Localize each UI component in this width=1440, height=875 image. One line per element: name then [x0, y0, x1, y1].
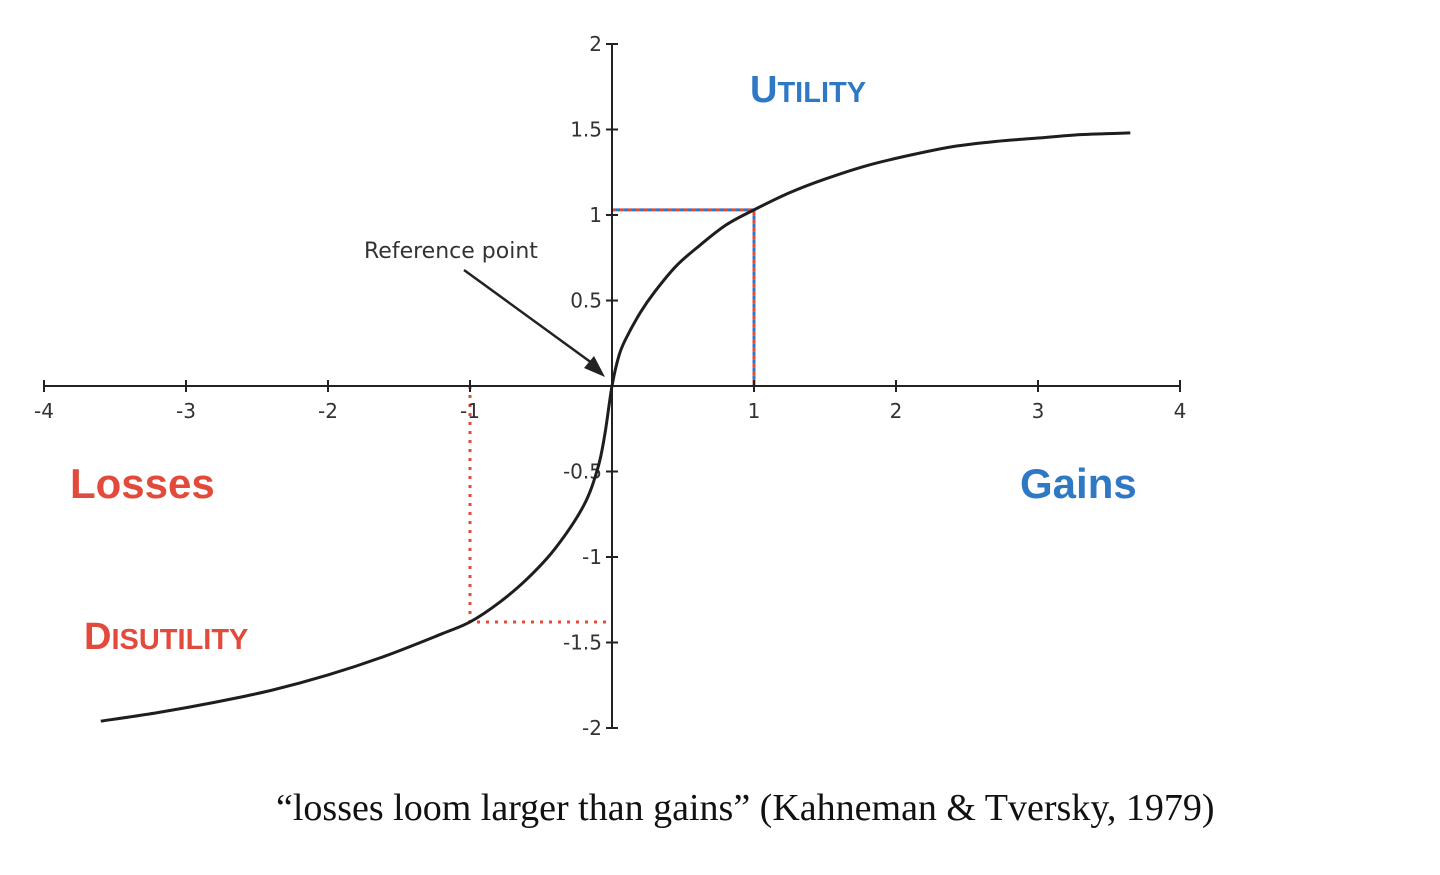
utility-label: UTILITY [750, 69, 866, 111]
x-tick-label: 3 [1032, 399, 1045, 423]
value-function-line [100, 131, 1131, 723]
reference-point-label: Reference point [364, 239, 538, 264]
loss-guide-line [468, 386, 612, 624]
y-tick-label: 0.5 [570, 289, 602, 313]
gain-guide-line [612, 208, 756, 386]
reference-arrow-line [463, 268, 597, 368]
y-tick-label: 1.5 [570, 118, 602, 142]
y-tick-label: -1 [582, 545, 602, 569]
reference-annotation: Reference point [364, 239, 605, 377]
x-tick-label: 4 [1174, 399, 1187, 423]
x-tick-label: -1 [460, 399, 480, 423]
losses-label: Losses [70, 460, 215, 507]
value-curve [100, 131, 1131, 723]
y-tick-label: -1.5 [563, 631, 602, 655]
citation-caption: “losses loom larger than gains” (Kahnema… [276, 787, 1215, 829]
gain-guide-line [612, 208, 756, 386]
x-tick-label: -2 [318, 399, 338, 423]
x-tick-label: 1 [748, 399, 761, 423]
disutility-label: DISUTILITY [84, 616, 248, 658]
y-tick-label: 2 [589, 32, 602, 56]
gains-label: Gains [1020, 460, 1137, 507]
y-tick-label: -2 [582, 716, 602, 740]
x-tick-label: -4 [34, 399, 54, 423]
x-tick-label: 2 [890, 399, 903, 423]
quadrant-labels: UTILITY DISUTILITY Gains Losses [70, 69, 1137, 658]
x-tick-label: -3 [176, 399, 196, 423]
y-tick-label: 1 [589, 203, 602, 227]
reference-arrow-head [584, 356, 605, 377]
